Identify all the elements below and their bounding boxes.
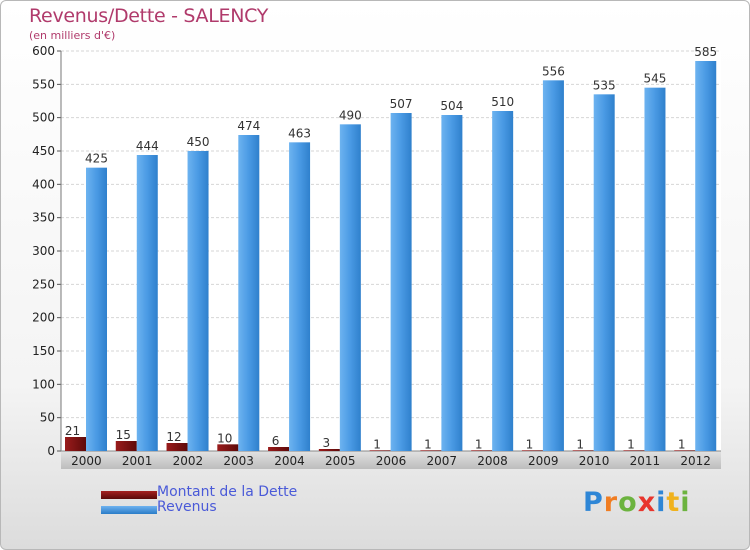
bar-revenus [695,61,717,451]
data-label-revenus: 474 [237,119,260,133]
logo-letter: P [583,487,604,518]
bar-revenus [492,111,514,451]
data-label-revenus: 585 [694,45,717,59]
data-label-dette: 21 [65,424,80,438]
proxiti-logo: Proxiti [583,487,691,518]
logo-letter: o [618,487,638,518]
logo-letter: t [666,487,681,518]
y-tick-label: 600 [32,44,55,58]
x-axis-band [61,451,721,469]
bar-revenus [339,124,361,451]
logo-letter: x [637,487,657,518]
data-label-revenus: 510 [491,95,514,109]
bar-revenus [593,94,615,451]
bar-revenus [289,142,311,452]
y-tick-label: 350 [32,211,55,225]
bar-dette [572,450,594,451]
x-tick-label: 2010 [579,454,610,468]
data-label-revenus: 535 [593,78,616,92]
data-label-dette: 1 [475,437,483,451]
chart-subtitle: (en milliers d'€) [29,29,116,42]
x-tick-label: 2001 [122,454,153,468]
x-tick-label: 2006 [376,454,407,468]
data-label-dette: 10 [217,431,232,445]
data-label-dette: 1 [424,437,432,451]
legend-label-revenus: Revenus [157,499,217,515]
bar-dette [369,450,391,451]
data-label-revenus: 504 [440,99,463,113]
bar-dette [623,450,645,451]
bar-revenus [136,155,158,451]
legend-swatch-revenus [101,506,157,514]
data-label-revenus: 463 [288,126,311,140]
data-label-dette: 15 [116,428,131,442]
bar-revenus [390,113,412,451]
chart-title: Revenus/Dette - SALENCY [29,5,269,27]
bar-dette [471,450,493,451]
x-tick-label: 2007 [426,454,457,468]
data-label-dette: 1 [678,437,686,451]
data-label-dette: 1 [526,437,534,451]
x-tick-label: 2009 [528,454,559,468]
legend-label-dette: Montant de la Dette [157,484,298,500]
y-tick-label: 100 [32,377,55,391]
y-tick-label: 250 [32,277,55,291]
y-tick-label: 450 [32,144,55,158]
logo-letter: i [680,487,691,518]
y-tick-label: 500 [32,111,55,125]
x-tick-label: 2002 [173,454,204,468]
bar-dette [521,450,543,451]
x-tick-label: 2004 [274,454,305,468]
bar-dette [217,444,239,451]
y-tick-label: 0 [47,444,55,458]
bar-dette [318,449,340,451]
legend-swatch-dette [101,491,157,499]
bar-revenus [187,151,209,451]
bar-revenus [441,115,463,451]
logo-letter: i [656,487,667,518]
x-tick-label: 2005 [325,454,356,468]
x-tick-label: 2000 [71,454,102,468]
y-tick-label: 400 [32,177,55,191]
data-label-revenus: 444 [136,139,159,153]
bar-revenus [542,80,564,451]
data-label-revenus: 425 [85,152,108,166]
bar-dette [65,437,86,451]
logo-letter: r [603,487,619,518]
x-tick-label: 2003 [223,454,254,468]
x-tick-label: 2011 [630,454,661,468]
x-tick-label: 2012 [680,454,711,468]
bar-dette [674,450,696,451]
y-tick-label: 300 [32,244,55,258]
data-label-dette: 6 [272,434,280,448]
data-label-revenus: 556 [542,64,565,78]
bar-revenus [644,87,666,452]
data-label-revenus: 450 [187,135,210,149]
data-label-revenus: 490 [339,108,362,122]
bar-dette [166,443,188,451]
data-label-dette: 1 [627,437,635,451]
bar-dette [420,450,442,451]
data-label-revenus: 545 [644,72,667,86]
bar-revenus [238,135,260,451]
bar-dette [115,441,137,451]
data-label-dette: 3 [323,436,331,450]
x-tick-label: 2008 [477,454,508,468]
bar-dette [268,447,290,451]
data-label-dette: 12 [166,430,181,444]
data-label-revenus: 507 [390,97,413,111]
y-tick-label: 200 [32,311,55,325]
y-tick-label: 150 [32,344,55,358]
y-tick-label: 50 [40,411,55,425]
data-label-dette: 1 [576,437,584,451]
data-label-dette: 1 [373,437,381,451]
bar-revenus [86,167,107,451]
y-tick-label: 550 [32,77,55,91]
